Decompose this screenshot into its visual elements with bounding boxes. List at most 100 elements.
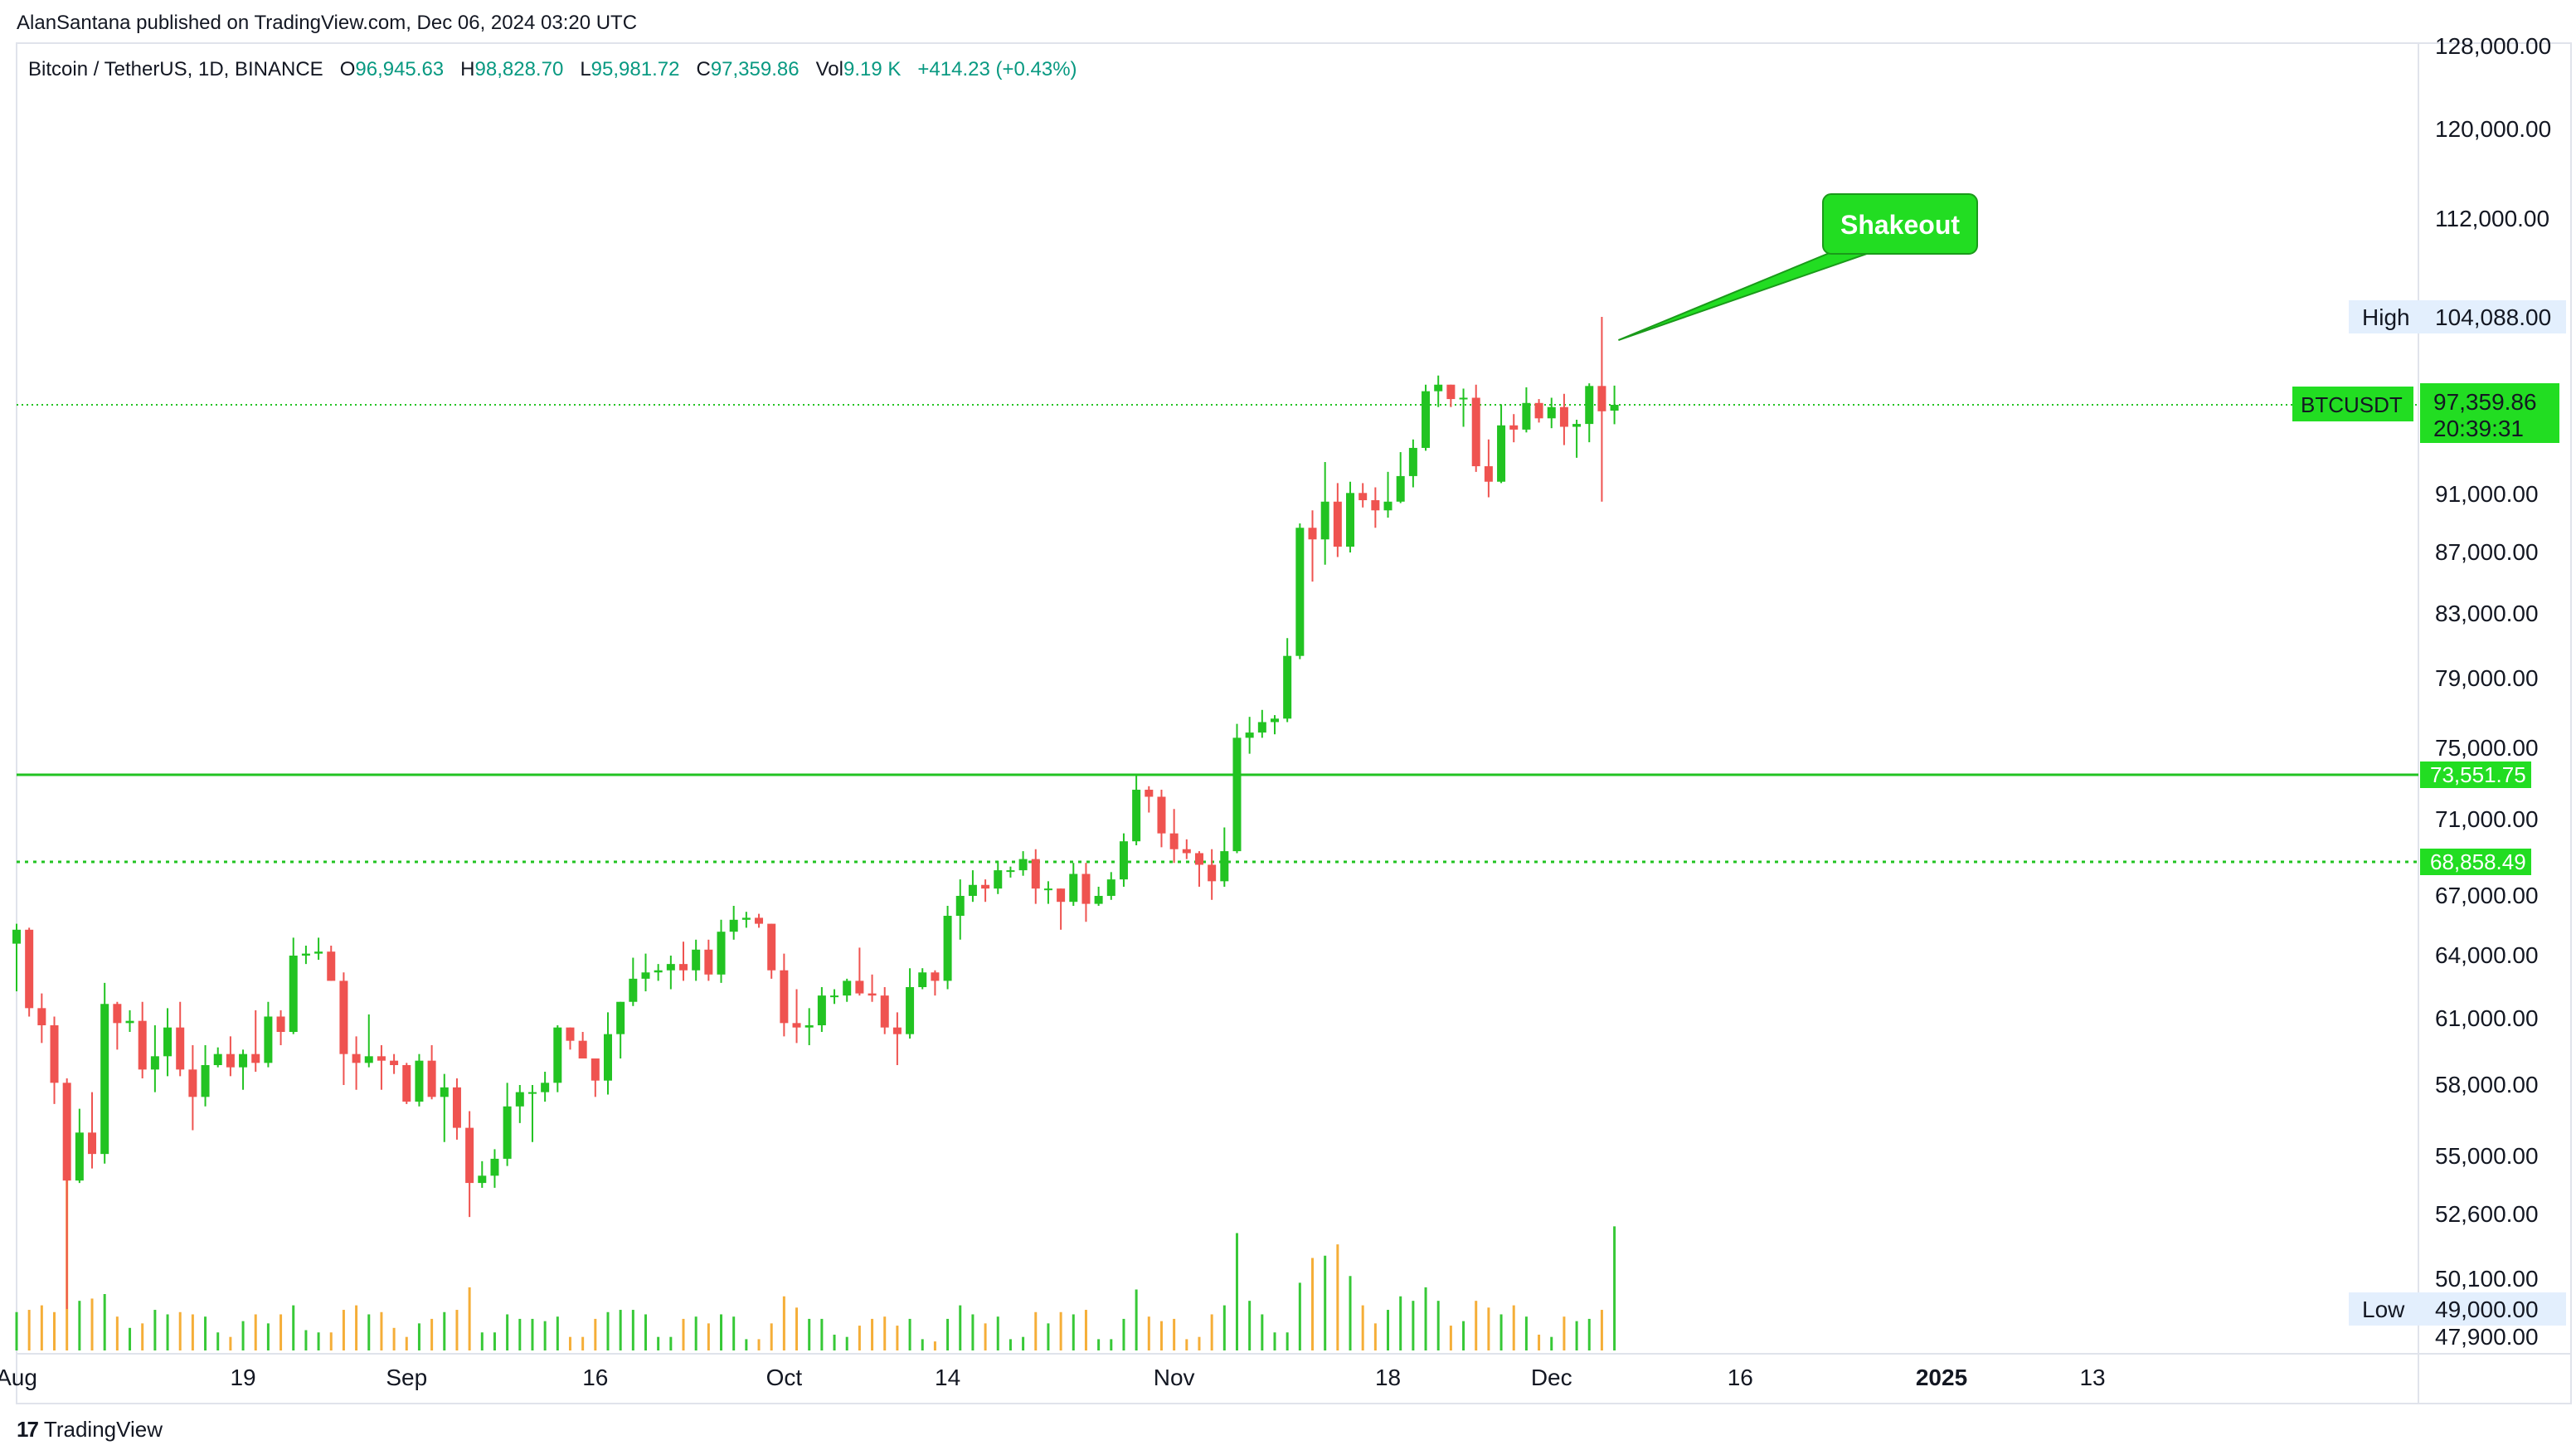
price-tick-label: 55,000.00 [2435, 1143, 2539, 1169]
candle-body [1043, 888, 1052, 891]
candle-body [968, 884, 977, 896]
candle-body [364, 1056, 373, 1063]
candle-body [251, 1053, 260, 1063]
tradingview-logo-icon: 17 [17, 1417, 39, 1442]
candle-body [629, 978, 638, 1002]
volume-bars [15, 1125, 1616, 1350]
candle-body [1081, 873, 1091, 904]
candle-body [390, 1060, 399, 1065]
change-value: +414.23 (+0.43%) [917, 58, 1077, 80]
candle-body [301, 953, 310, 956]
candle-body [163, 1027, 173, 1057]
candle-body [1597, 386, 1606, 411]
candle-body [1018, 859, 1028, 871]
candle-body [1422, 391, 1431, 448]
open-value: 96,945.63 [355, 58, 445, 80]
candle-body [239, 1053, 248, 1068]
price-axis[interactable]: 128,000.00 120,000.00 112,000.00 91,000.00 8… [2435, 33, 2551, 1350]
time-axis[interactable]: Aug 19 Sep 16 Oct 14 Nov 18 Dec 16 2025 13 [0, 1365, 2106, 1390]
candle-body [1484, 466, 1493, 482]
close-label: C [696, 58, 711, 80]
time-tick-label: Oct [766, 1365, 803, 1390]
low-marker-value: 49,000.00 [2435, 1297, 2539, 1322]
high-value: 98,828.70 [474, 58, 564, 80]
tradingview-footer[interactable]: 17 TradingView [17, 1417, 163, 1443]
candle-body [1383, 501, 1392, 511]
time-tick-label: 2025 [1916, 1365, 1967, 1390]
candle-body [1434, 384, 1443, 392]
level-price-label: 73,551.75 [2430, 762, 2526, 787]
candle-body [717, 932, 726, 975]
price-tick-label: 79,000.00 [2435, 665, 2539, 691]
candle-body [226, 1053, 235, 1068]
candle-body [490, 1158, 499, 1176]
level-price-tag [2420, 849, 2531, 875]
candle-body [1006, 870, 1015, 873]
candle-body [880, 995, 889, 1028]
candle-body [553, 1027, 562, 1083]
candle-body [527, 1092, 537, 1094]
price-tick-label: 67,000.00 [2435, 883, 2539, 908]
candle-body [138, 1020, 147, 1070]
shakeout-callout[interactable]: Shakeout [1618, 193, 1978, 341]
price-levels: 73,551.75 68,858.49 [17, 404, 2531, 875]
volume-value: 9.19 K [843, 58, 902, 80]
candlesticks [12, 317, 1619, 1309]
price-tick-label: 91,000.00 [2435, 481, 2539, 507]
high-label: H [460, 58, 475, 80]
candle-body [843, 980, 852, 996]
price-tick-label: 112,000.00 [2435, 206, 2549, 231]
symbol-title[interactable]: Bitcoin / TetherUS, 1D, BINANCE [28, 58, 323, 80]
candle-body [1547, 406, 1556, 419]
candle-body [12, 929, 21, 944]
callout-pointer [1618, 248, 1882, 341]
candle-body [478, 1175, 487, 1184]
candle-body [25, 929, 34, 1009]
candle-body [264, 1016, 273, 1063]
candle-body [440, 1087, 449, 1097]
candle-body [729, 919, 738, 932]
low-label: L [580, 58, 591, 80]
candle-body [503, 1106, 512, 1159]
time-tick-label: Nov [1154, 1365, 1195, 1390]
candle-body [1572, 424, 1582, 427]
candle-body [541, 1083, 550, 1092]
price-tick-label: 71,000.00 [2435, 806, 2539, 832]
candle-body [1283, 655, 1292, 719]
candle-body [892, 1027, 902, 1034]
candle-body [1295, 528, 1305, 656]
candle-body [427, 1060, 436, 1097]
price-tick-label: 47,900.00 [2435, 1324, 2539, 1350]
tradingview-brand: TradingView [43, 1417, 163, 1442]
price-tick-label: 87,000.00 [2435, 539, 2539, 565]
candle-body [289, 956, 298, 1032]
candle-body [314, 951, 323, 954]
candle-body [704, 949, 713, 975]
candle-body [213, 1053, 222, 1065]
high-marker-value: 104,088.00 [2435, 304, 2551, 330]
candle-body [1271, 718, 1279, 723]
candle-body [452, 1087, 461, 1128]
candle-body [654, 970, 663, 973]
symbol-tag-bg [2292, 387, 2413, 421]
candle-body [578, 1040, 587, 1058]
candle-body [465, 1127, 474, 1184]
candle-body [201, 1065, 210, 1097]
level-price-label: 68,858.49 [2430, 849, 2526, 874]
candle-body [1509, 425, 1519, 430]
price-markers: High 104,088.00 Low 49,000.00 BTCUSDT 97,359.… [2292, 300, 2566, 1326]
candle-body [1245, 732, 1254, 738]
price-tick-label: 58,000.00 [2435, 1072, 2539, 1097]
time-tick-label: 14 [935, 1365, 960, 1390]
candle-body [666, 964, 675, 971]
candle-body [113, 1004, 122, 1024]
low-marker-tag: Low [2362, 1297, 2405, 1322]
candle-body [1220, 851, 1229, 882]
candle-body [1408, 447, 1417, 476]
time-tick-label: 16 [582, 1365, 608, 1390]
high-marker-bg [2349, 300, 2566, 333]
time-tick-label: Dec [1531, 1365, 1572, 1390]
time-tick-label: 18 [1375, 1365, 1401, 1390]
candle-body [88, 1132, 97, 1155]
